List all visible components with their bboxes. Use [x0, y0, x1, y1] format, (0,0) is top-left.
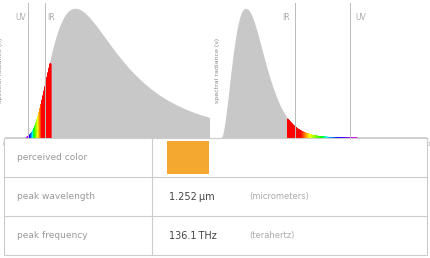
Text: 1.252 μm: 1.252 μm	[169, 192, 214, 201]
X-axis label: wavelength (nm): wavelength (nm)	[78, 148, 135, 155]
Text: (terahertz): (terahertz)	[249, 231, 294, 240]
Y-axis label: spectral radiance (λ): spectral radiance (λ)	[0, 37, 3, 103]
Text: IR: IR	[282, 13, 289, 22]
Bar	[166, 141, 209, 174]
Text: perceived color: perceived color	[17, 153, 87, 162]
Text: peak frequency: peak frequency	[17, 231, 87, 240]
Text: (micrometers): (micrometers)	[249, 192, 308, 201]
Text: peak wavelength: peak wavelength	[17, 192, 95, 201]
X-axis label: frequency (THz): frequency (THz)	[297, 148, 350, 155]
Text: 136.1 THz: 136.1 THz	[169, 231, 216, 241]
Text: UV: UV	[15, 13, 26, 22]
Text: UV: UV	[354, 13, 365, 22]
Text: IR: IR	[47, 13, 55, 22]
Y-axis label: spectral radiance (ν): spectral radiance (ν)	[215, 38, 220, 103]
